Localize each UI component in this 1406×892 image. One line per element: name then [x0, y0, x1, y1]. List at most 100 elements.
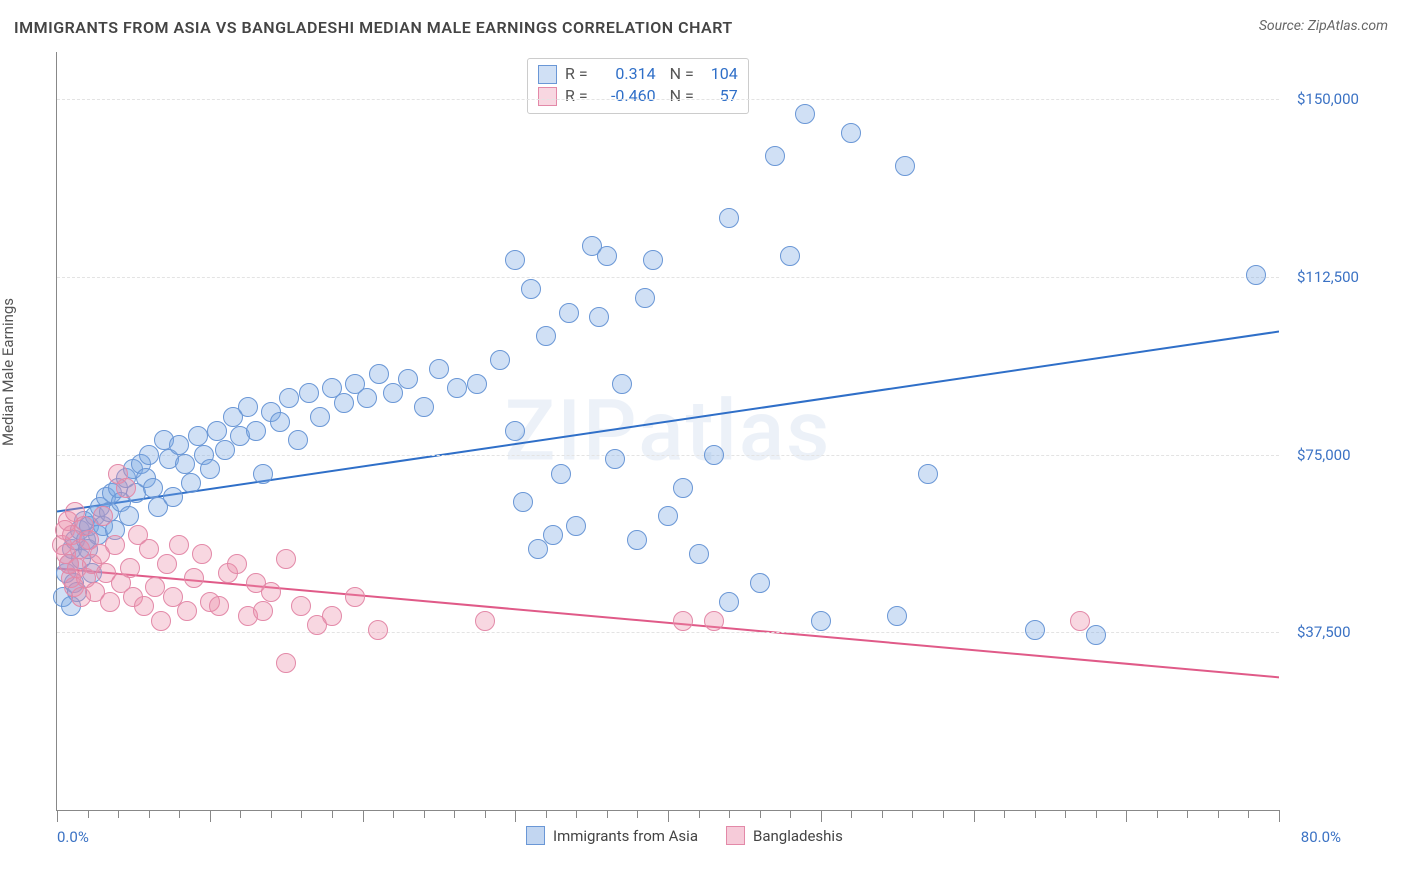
data-point — [334, 393, 354, 413]
data-point — [139, 445, 159, 465]
data-point — [151, 611, 171, 631]
x-tick — [332, 810, 333, 818]
x-tick — [699, 810, 700, 818]
data-point — [505, 421, 525, 441]
x-tick — [607, 810, 608, 818]
x-tick — [974, 810, 975, 822]
data-point — [719, 592, 739, 612]
data-point — [143, 478, 163, 498]
data-point — [513, 492, 533, 512]
x-tick — [790, 810, 791, 818]
x-tick — [1035, 810, 1036, 818]
x-tick — [1157, 810, 1158, 818]
x-tick — [118, 810, 119, 818]
data-point — [139, 539, 159, 559]
data-point — [635, 288, 655, 308]
x-tick — [149, 810, 150, 818]
x-tick — [576, 810, 577, 818]
x-tick — [57, 810, 58, 822]
data-point — [291, 596, 311, 616]
x-tick — [943, 810, 944, 818]
data-point — [253, 601, 273, 621]
chart-container: IMMIGRANTS FROM ASIA VS BANGLADESHI MEDI… — [0, 0, 1406, 892]
data-point — [627, 530, 647, 550]
x-tick — [485, 810, 486, 818]
data-point — [227, 554, 247, 574]
x-tick — [271, 810, 272, 818]
data-point — [238, 397, 258, 417]
legend-label: Immigrants from Asia — [553, 827, 698, 845]
data-point — [192, 544, 212, 564]
data-point — [521, 279, 541, 299]
x-tick — [821, 810, 822, 822]
legend-item: Immigrants from Asia — [526, 826, 698, 845]
data-point — [414, 397, 434, 417]
data-point — [368, 620, 388, 640]
gridline-h — [57, 99, 1279, 100]
legend-swatch — [526, 826, 545, 845]
data-point — [207, 421, 227, 441]
x-tick — [1187, 810, 1188, 818]
data-point — [209, 596, 229, 616]
gridline-h — [57, 455, 1279, 456]
x-tick — [1065, 810, 1066, 818]
x-tick — [1279, 810, 1280, 822]
data-point — [177, 601, 197, 621]
x-tick — [1218, 810, 1219, 818]
data-point — [605, 449, 625, 469]
data-point — [704, 611, 724, 631]
x-tick — [454, 810, 455, 818]
correlation-row: R =0.314N =104 — [538, 63, 738, 85]
data-point — [116, 478, 136, 498]
data-point — [100, 592, 120, 612]
x-tick — [515, 810, 516, 822]
x-tick — [1248, 810, 1249, 818]
data-point — [895, 156, 915, 176]
data-point — [918, 464, 938, 484]
data-point — [345, 587, 365, 607]
x-tick — [1126, 810, 1127, 822]
data-point — [188, 426, 208, 446]
series-legend: Immigrants from Asia Bangladeshis — [526, 826, 843, 845]
source-name: ZipAtlas.com — [1308, 18, 1388, 34]
x-tick — [1096, 810, 1097, 818]
x-tick — [546, 810, 547, 818]
data-point — [398, 369, 418, 389]
data-point — [559, 303, 579, 323]
x-tick — [729, 810, 730, 818]
data-point — [310, 407, 330, 427]
data-point — [169, 535, 189, 555]
legend-swatch — [726, 826, 745, 845]
x-tick — [88, 810, 89, 818]
x-tick — [240, 810, 241, 818]
stat-label: R = — [565, 63, 588, 85]
x-tick — [851, 810, 852, 818]
data-point — [369, 364, 389, 384]
data-point — [505, 250, 525, 270]
correlation-row: R =-0.460N =57 — [538, 85, 738, 107]
data-point — [811, 611, 831, 631]
x-tick — [1004, 810, 1005, 818]
y-tick-label: $112,500 — [1297, 268, 1359, 286]
x-tick — [424, 810, 425, 818]
data-point — [673, 478, 693, 498]
x-axis-max-label: 80.0% — [1301, 828, 1341, 846]
data-point — [429, 359, 449, 379]
data-point — [288, 430, 308, 450]
legend-item: Bangladeshis — [726, 826, 843, 845]
data-point — [673, 611, 693, 631]
data-point — [704, 445, 724, 465]
data-point — [566, 516, 586, 536]
data-point — [169, 435, 189, 455]
data-point — [475, 611, 495, 631]
y-tick-label: $75,000 — [1297, 446, 1351, 464]
x-tick — [393, 810, 394, 818]
data-point — [184, 568, 204, 588]
data-point — [157, 554, 177, 574]
data-point — [658, 506, 678, 526]
stat-label: R = — [565, 85, 588, 107]
data-point — [119, 506, 139, 526]
data-point — [215, 440, 235, 460]
data-point — [1070, 611, 1090, 631]
gridline-h — [57, 277, 1279, 278]
